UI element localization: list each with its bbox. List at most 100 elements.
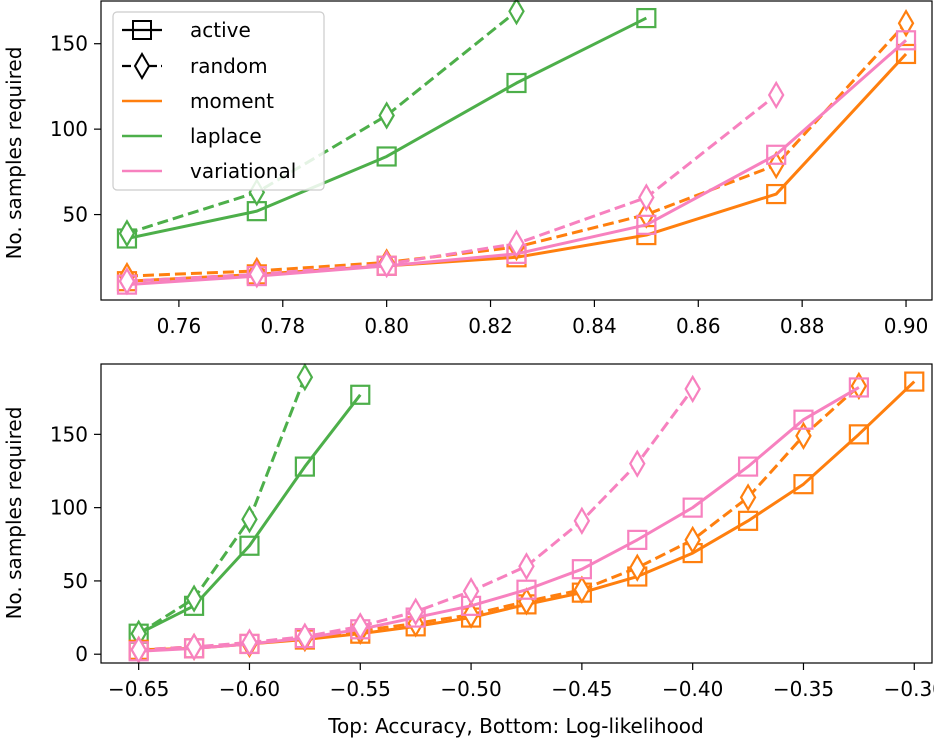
bottom-x-tick-label: −0.50: [440, 677, 501, 701]
bottom-point-moment-active: [904, 371, 925, 392]
top-point-variational-random: [118, 267, 136, 296]
legend-entry-variational: variational: [122, 159, 296, 183]
legend-box: [112, 11, 325, 191]
top-point-variational-random: [378, 249, 395, 279]
top-panel: 0.76 0.78 0.80 0.82 0.84 0.86 0.88 0.90 50 100 150…: [2, 0, 933, 338]
legend-square-marker: [132, 20, 152, 40]
legend-label-random: random: [190, 54, 268, 78]
top-ticks: 0.76 0.78 0.80 0.82 0.84 0.86 0.88 0.90 50 100 150: [50, 32, 928, 338]
bottom-x-tick-label: −0.65: [108, 677, 169, 701]
x-axis-label: Top: Accuracy, Bottom: Log-likelihood: [327, 714, 704, 738]
top-x-tick-label: 0.82: [468, 314, 513, 338]
top-point-variational-random: [508, 229, 525, 258]
top-point-laplace-active: [506, 72, 527, 94]
bottom-x-tick-label: −0.60: [219, 677, 280, 701]
top-point-moment-active: [766, 183, 787, 205]
bottom-point-laplace-active: [239, 535, 260, 556]
bottom-point-variational-active: [682, 497, 703, 518]
top-point-moment-random: [638, 200, 655, 229]
bottom-point-variational-random: [130, 635, 147, 664]
legend-entry-moment: moment: [122, 89, 274, 113]
top-point-variational-active: [766, 144, 787, 165]
bottom-point-variational-random: [628, 449, 646, 478]
bottom-point-moment-random: [628, 553, 646, 582]
bottom-point-variational-active: [793, 409, 814, 430]
bottom-point-variational-active: [848, 377, 869, 398]
top-point-variational-random: [767, 80, 785, 110]
top-point-variational-random: [638, 183, 655, 212]
bottom-point-moment-random: [739, 483, 757, 512]
bottom-series-layer: [128, 363, 925, 664]
bottom-point-moment-random: [684, 525, 701, 555]
bottom-y-tick-label: 100: [50, 496, 88, 520]
top-y-tick-label: 100: [50, 117, 88, 141]
top-point-laplace-random: [508, 0, 525, 26]
top-x-tick-label: 0.78: [261, 314, 306, 338]
bottom-ticks: −0.65 −0.60 −0.55 −0.50 −0.45 −0.40 −0.35 −0.3 0…: [50, 422, 934, 701]
legend-label-variational: variational: [190, 159, 296, 183]
top-point-variational-active: [895, 30, 917, 51]
top-x-tick-label: 0.84: [572, 314, 617, 338]
bottom-point-laplace-active: [294, 456, 315, 477]
bottom-y-axis-label: No. samples required: [2, 407, 26, 620]
top-x-tick-label: 0.80: [364, 314, 409, 338]
legend-label-active: active: [190, 18, 251, 42]
legend-label-laplace: laplace: [190, 124, 262, 148]
legend-entry-random: random: [122, 52, 268, 80]
bottom-plot-frame: [100, 363, 933, 664]
bottom-series-line-laplace-active: [137, 393, 362, 636]
bottom-point-moment-random: [850, 371, 868, 401]
bottom-point-variational-active: [737, 456, 759, 477]
bottom-x-tick-label: −0.35: [773, 677, 834, 701]
bottom-point-laplace-random: [241, 505, 258, 534]
top-point-moment-random: [897, 9, 915, 38]
top-point-laplace-active: [636, 7, 657, 29]
legend-diamond-marker: [133, 52, 151, 80]
bottom-point-variational-random: [573, 506, 591, 536]
bottom-x-tick-label: −0.45: [551, 677, 612, 701]
bottom-series-line-laplace-random: [137, 376, 307, 635]
bottom-point-variational-random: [684, 374, 701, 404]
top-x-tick-label: 0.76: [157, 314, 202, 338]
top-point-moment-random: [767, 150, 785, 180]
top-point-variational-active: [636, 214, 657, 235]
bottom-point-variational-random: [296, 622, 314, 651]
legend-label-moment: moment: [190, 89, 274, 113]
bottom-point-variational-random: [241, 628, 258, 657]
bottom-x-tick-label: −0.55: [330, 677, 391, 701]
legend-entry-laplace: laplace: [122, 124, 262, 148]
bottom-point-moment-random: [573, 575, 591, 604]
bottom-point-variational-random: [185, 632, 203, 662]
top-point-laplace-random: [118, 219, 136, 248]
top-series-line-laplace-active: [126, 16, 648, 240]
bottom-point-laplace-random: [185, 584, 203, 613]
bottom-point-variational-random: [462, 576, 480, 606]
bottom-point-variational-random: [351, 612, 369, 641]
bottom-point-variational-active: [627, 529, 648, 550]
bottom-x-tick-label: −0.40: [662, 677, 723, 701]
top-x-tick-label: 0.86: [676, 314, 721, 338]
bottom-point-variational-random: [407, 597, 424, 626]
top-series-line-variational-random: [126, 93, 778, 283]
bottom-point-variational-active: [516, 579, 537, 600]
bottom-point-variational-random: [518, 552, 535, 581]
bottom-panel: −0.65 −0.60 −0.55 −0.50 −0.45 −0.40 −0.35 −0.3 0…: [2, 363, 934, 738]
bottom-point-laplace-active: [350, 384, 371, 405]
bottom-point-moment-active: [737, 510, 759, 531]
bottom-point-laplace-random: [296, 363, 314, 392]
top-y-tick-label: 150: [50, 32, 88, 56]
top-y-axis-label: No. samples required: [2, 47, 26, 260]
top-point-variational-random: [248, 260, 266, 289]
top-plot-frame: [100, 0, 933, 301]
bottom-point-variational-active: [571, 559, 592, 580]
bottom-point-moment-random: [795, 421, 812, 451]
bottom-y-tick-label: 50: [63, 569, 88, 593]
top-point-moment-active: [895, 43, 917, 65]
top-y-tick-label: 50: [63, 203, 88, 227]
bottom-y-tick-label: 0: [75, 642, 88, 666]
bottom-point-moment-active: [793, 474, 814, 495]
bottom-point-moment-active: [848, 424, 869, 445]
bottom-x-tick-label: −0.30: [884, 677, 934, 701]
top-x-tick-label: 0.90: [884, 314, 929, 338]
